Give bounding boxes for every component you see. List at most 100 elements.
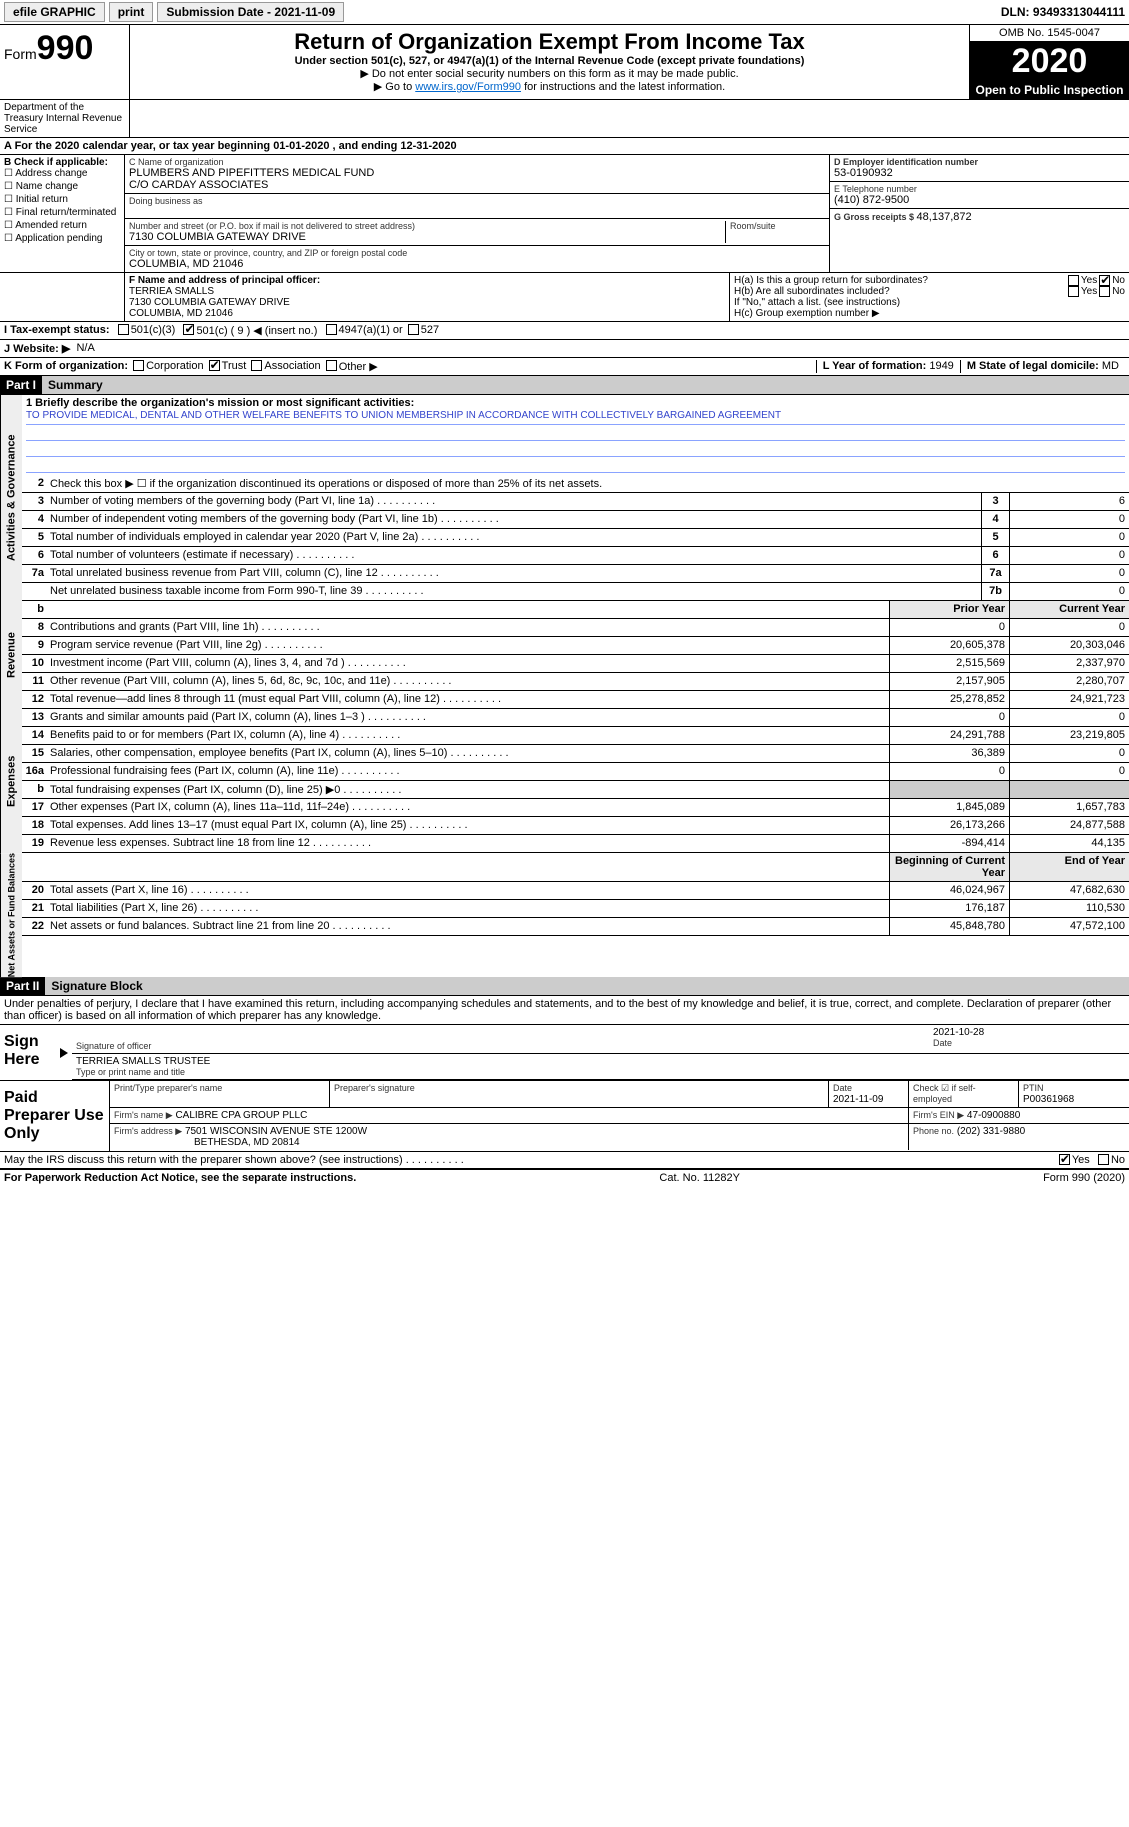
vside-expenses: Expenses	[0, 709, 22, 853]
summary-row: 22Net assets or fund balances. Subtract …	[22, 918, 1129, 936]
vside-revenue: Revenue	[0, 601, 22, 709]
officer-name: TERRIEA SMALLS	[129, 286, 725, 297]
hdr-boy: Beginning of Current Year	[889, 853, 1009, 881]
row-f-h: F Name and address of principal officer:…	[0, 273, 1129, 322]
header-entity-grid: B Check if applicable: ☐ Address change …	[0, 155, 1129, 273]
sign-here-block: Sign Here Signature of officer 2021-10-2…	[0, 1025, 1129, 1081]
row-k-form-org: K Form of organization: Corporation Trus…	[0, 358, 1129, 376]
top-toolbar: efile GRAPHIC print Submission Date - 20…	[0, 0, 1129, 25]
may-yes[interactable]	[1059, 1154, 1070, 1165]
firm-addr1: 7501 WISCONSIN AVENUE STE 1200W	[185, 1126, 367, 1137]
year-formation: 1949	[929, 360, 953, 372]
chk-initial-return[interactable]: ☐ Initial return	[4, 194, 120, 205]
chk-final-return[interactable]: ☐ Final return/terminated	[4, 207, 120, 218]
efile-label: efile GRAPHIC	[4, 2, 105, 22]
dln: DLN: 93493313044111	[1001, 5, 1125, 19]
summary-row: 17Other expenses (Part IX, column (A), l…	[22, 799, 1129, 817]
chk-501c[interactable]	[183, 324, 194, 335]
paid-preparer-block: Paid Preparer Use Only Print/Type prepar…	[0, 1081, 1129, 1152]
chk-4947[interactable]	[326, 324, 337, 335]
col-c-org-info: C Name of organization PLUMBERS AND PIPE…	[125, 155, 829, 272]
org-care-of: C/O CARDAY ASSOCIATES	[129, 179, 825, 191]
state-domicile: MD	[1102, 360, 1119, 372]
summary-row: 10Investment income (Part VIII, column (…	[22, 655, 1129, 673]
summary-row: 4Number of independent voting members of…	[22, 511, 1129, 529]
chk-trust[interactable]	[209, 360, 220, 371]
firm-ein: 47-0900880	[967, 1110, 1020, 1121]
hdr-eoy: End of Year	[1009, 853, 1129, 881]
summary-row: 13Grants and similar amounts paid (Part …	[22, 709, 1129, 727]
phone: (410) 872-9500	[834, 194, 1125, 206]
row-i-tax-exempt: I Tax-exempt status: 501(c)(3) 501(c) ( …	[0, 322, 1129, 340]
chk-assoc[interactable]	[251, 360, 262, 371]
dept-treasury: Department of the Treasury Internal Reve…	[0, 100, 130, 137]
part-1-header: Part I Summary	[0, 376, 1129, 395]
hdr-current-year: Current Year	[1009, 601, 1129, 618]
firm-addr2: BETHESDA, MD 20814	[194, 1137, 300, 1148]
chk-corp[interactable]	[133, 360, 144, 371]
row-j-website: J Website: ▶ N/A	[0, 340, 1129, 358]
form-number-cell: Form990	[0, 25, 130, 99]
org-city: COLUMBIA, MD 21046	[129, 258, 825, 270]
page-footer: For Paperwork Reduction Act Notice, see …	[0, 1169, 1129, 1186]
sign-date: 2021-10-28	[933, 1027, 1125, 1038]
chk-application-pending[interactable]: ☐ Application pending	[4, 233, 120, 244]
irs-link[interactable]: www.irs.gov/Form990	[415, 81, 521, 93]
hb-yes[interactable]	[1068, 286, 1079, 297]
mission-text: TO PROVIDE MEDICAL, DENTAL AND OTHER WEL…	[26, 409, 1125, 425]
summary-row: 8Contributions and grants (Part VIII, li…	[22, 619, 1129, 637]
ein: 53-0190932	[834, 167, 1125, 179]
org-street: 7130 COLUMBIA GATEWAY DRIVE	[129, 231, 725, 243]
summary-row: Net unrelated business taxable income fr…	[22, 583, 1129, 601]
summary-row: 5Total number of individuals employed in…	[22, 529, 1129, 547]
summary-row: 15Salaries, other compensation, employee…	[22, 745, 1129, 763]
summary-row: 3Number of voting members of the governi…	[22, 493, 1129, 511]
org-name: PLUMBERS AND PIPEFITTERS MEDICAL FUND	[129, 167, 825, 179]
summary-row: 16aProfessional fundraising fees (Part I…	[22, 763, 1129, 781]
form-subtitle-2: ▶ Do not enter social security numbers o…	[138, 67, 961, 80]
ha-no[interactable]	[1099, 275, 1110, 286]
ha-yes[interactable]	[1068, 275, 1079, 286]
form-title: Return of Organization Exempt From Incom…	[138, 29, 961, 55]
prep-ptin: P00361968	[1023, 1094, 1074, 1105]
chk-501c3[interactable]	[118, 324, 129, 335]
summary-row: 21Total liabilities (Part X, line 26)176…	[22, 900, 1129, 918]
hb-no[interactable]	[1099, 286, 1110, 297]
row-a-tax-period: A For the 2020 calendar year, or tax yea…	[0, 138, 1129, 155]
may-discuss-row: May the IRS discuss this return with the…	[0, 1152, 1129, 1169]
chk-527[interactable]	[408, 324, 419, 335]
part-2-header: Part II Signature Block	[0, 977, 1129, 996]
form-header: Form990 Return of Organization Exempt Fr…	[0, 25, 1129, 100]
submission-date: Submission Date - 2021-11-09	[157, 2, 344, 22]
arrow-icon	[60, 1048, 68, 1058]
hdr-prior-year: Prior Year	[889, 601, 1009, 618]
summary-row: 6Total number of volunteers (estimate if…	[22, 547, 1129, 565]
summary-row: 14Benefits paid to or for members (Part …	[22, 727, 1129, 745]
dept-row: Department of the Treasury Internal Reve…	[0, 100, 1129, 138]
omb-cell: OMB No. 1545-0047 2020 Open to Public In…	[969, 25, 1129, 99]
chk-amended-return[interactable]: ☐ Amended return	[4, 220, 120, 231]
summary-row: 12Total revenue—add lines 8 through 11 (…	[22, 691, 1129, 709]
firm-phone: (202) 331-9880	[957, 1126, 1025, 1137]
summary-row: 20Total assets (Part X, line 16)46,024,9…	[22, 882, 1129, 900]
col-right-ids: D Employer identification number 53-0190…	[829, 155, 1129, 272]
open-inspection: Open to Public Inspection	[970, 81, 1129, 99]
form-subtitle-3: ▶ Go to www.irs.gov/Form990 for instruct…	[138, 80, 961, 93]
prep-date: 2021-11-09	[833, 1094, 883, 1105]
print-button[interactable]: print	[109, 2, 154, 22]
firm-name: CALIBRE CPA GROUP PLLC	[175, 1110, 307, 1121]
gross-receipts: 48,137,872	[917, 211, 972, 223]
vside-governance: Activities & Governance	[0, 395, 22, 601]
summary-row: 19Revenue less expenses. Subtract line 1…	[22, 835, 1129, 853]
summary-row: 11Other revenue (Part VIII, column (A), …	[22, 673, 1129, 691]
col-b-check-applicable: B Check if applicable: ☐ Address change …	[0, 155, 125, 272]
summary-row: 9Program service revenue (Part VIII, lin…	[22, 637, 1129, 655]
may-no[interactable]	[1098, 1154, 1109, 1165]
chk-address-change[interactable]: ☐ Address change	[4, 168, 120, 179]
chk-name-change[interactable]: ☐ Name change	[4, 181, 120, 192]
officer-print-name: TERRIEA SMALLS TRUSTEE	[76, 1056, 1125, 1067]
chk-other[interactable]	[326, 360, 337, 371]
penalty-statement: Under penalties of perjury, I declare th…	[0, 996, 1129, 1025]
tax-year: 2020	[970, 42, 1129, 81]
form-title-cell: Return of Organization Exempt From Incom…	[130, 25, 969, 99]
